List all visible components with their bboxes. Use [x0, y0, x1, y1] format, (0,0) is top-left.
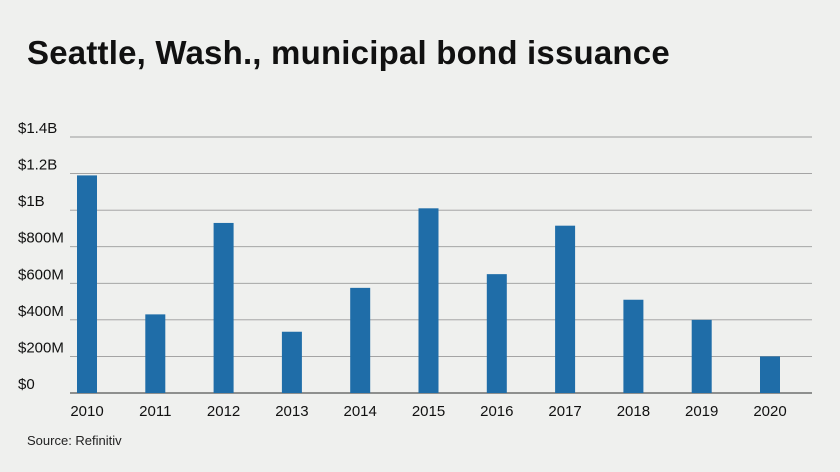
x-tick-label: 2013 [275, 403, 308, 420]
bar-2013 [281, 331, 302, 393]
bar-2010 [77, 175, 97, 393]
y-tick-label: $800M [18, 230, 64, 247]
y-tick-label: $1B [18, 193, 45, 210]
source-note: Source: Refinitiv [27, 433, 122, 448]
x-tick-label: 2012 [207, 403, 240, 420]
y-tick-label: $1.4B [18, 120, 57, 137]
x-axis-tick-labels: 2010 2011 2012 2013 2014 2015 2016 2017 2018 2019… [70, 403, 786, 420]
bars [77, 175, 780, 393]
x-tick-label: 2016 [480, 403, 513, 420]
y-tick-label: $200M [18, 339, 64, 356]
x-tick-label: 2010 [70, 403, 103, 420]
x-tick-label: 2019 [685, 403, 718, 420]
y-axis-tick-labels: $0 $200M $400M $600M $800M $1B $1.2B $1.4B [18, 120, 64, 393]
x-tick-label: 2018 [617, 403, 650, 420]
bar-2012 [213, 222, 234, 393]
chart-title: Seattle, Wash., municipal bond issuance [27, 34, 670, 71]
bar-2015 [418, 208, 439, 393]
bar-2016 [486, 274, 507, 393]
x-tick-label: 2017 [548, 403, 581, 420]
x-tick-label: 2011 [139, 403, 171, 420]
bar-2014 [350, 287, 371, 393]
y-tick-label: $600M [18, 266, 64, 283]
bar-2017 [555, 225, 576, 393]
y-tick-label: $400M [18, 303, 64, 320]
y-tick-label: $1.2B [18, 157, 57, 174]
bar-2020 [760, 356, 780, 393]
bar-2019 [691, 319, 712, 393]
x-tick-label: 2014 [344, 403, 377, 420]
bar-2018 [623, 299, 644, 393]
x-tick-label: 2020 [753, 403, 786, 420]
x-tick-label: 2015 [412, 403, 445, 420]
bar-2011 [145, 314, 166, 393]
y-tick-label: $0 [18, 376, 35, 393]
gridlines [70, 136, 812, 394]
